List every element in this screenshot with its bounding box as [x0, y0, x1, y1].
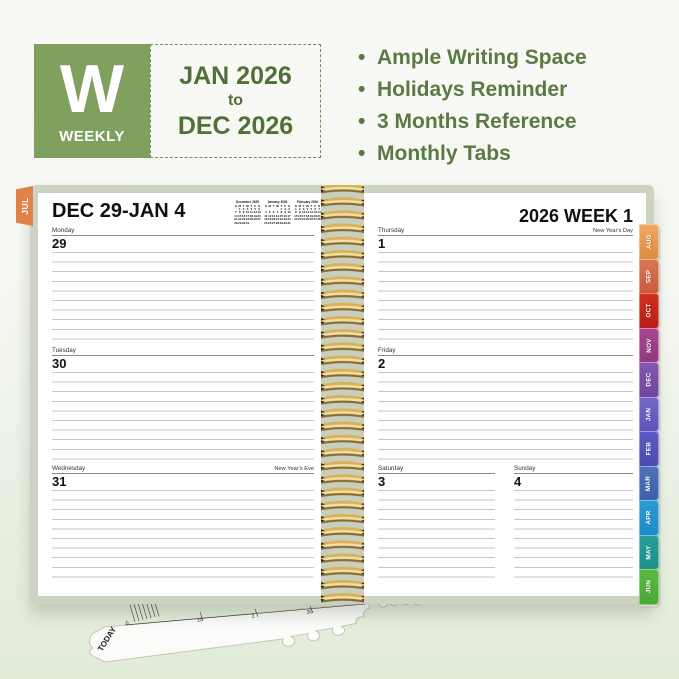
svg-text:0: 0	[125, 621, 129, 627]
svg-text:10: 10	[196, 617, 203, 624]
svg-text:30: 30	[306, 609, 313, 616]
